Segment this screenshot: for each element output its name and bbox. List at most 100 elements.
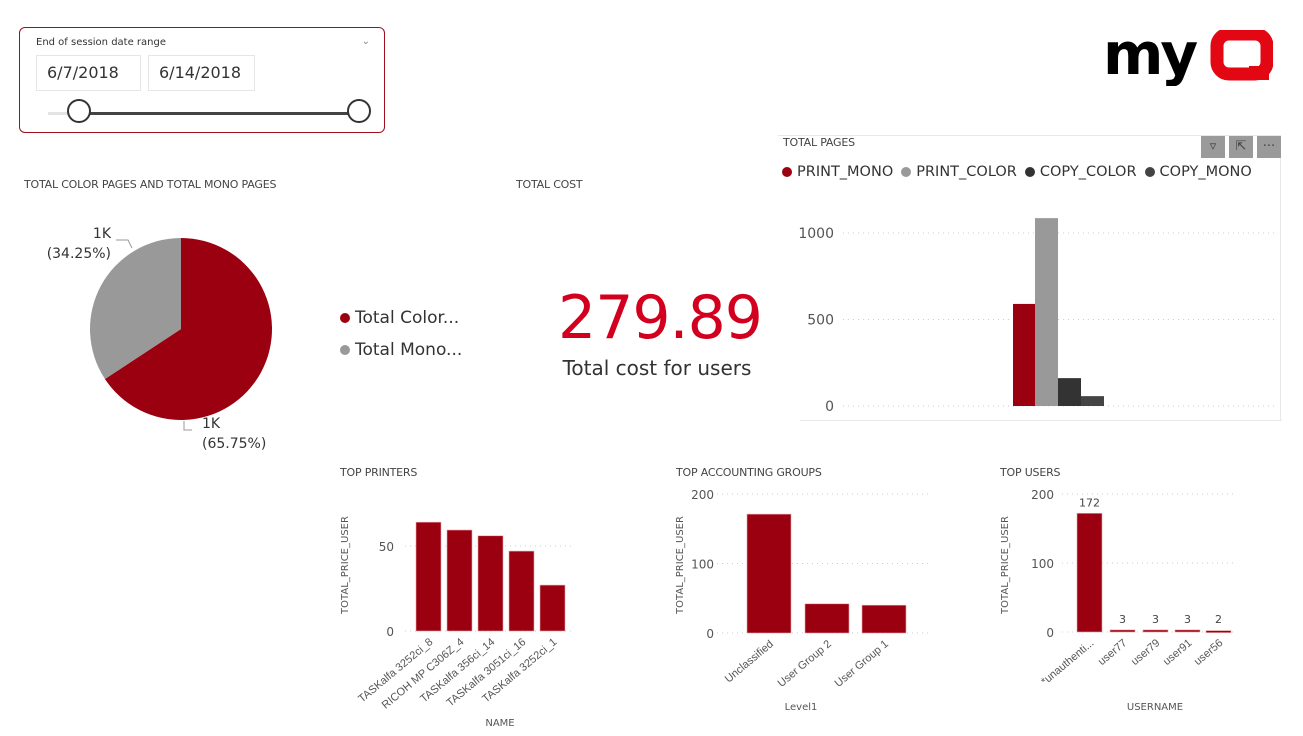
kpi-title: TOTAL COST <box>516 178 583 191</box>
x-tick-label: *unauthenti... <box>1039 637 1096 688</box>
total-cost-value: 279.89 <box>558 283 763 353</box>
y-tick-label: 100 <box>691 558 714 572</box>
start-date-input[interactable]: 6/7/2018 <box>36 55 141 91</box>
bar-copy-mono[interactable] <box>1081 396 1104 406</box>
top-printers-title: TOP PRINTERS <box>340 466 418 479</box>
data-label: 3 <box>1184 613 1191 626</box>
y-tick-label: 200 <box>1031 488 1054 502</box>
legend-item-copy-color[interactable]: COPY_COLOR <box>1024 164 1137 180</box>
date-range-slicer: End of session date range ⌄ 6/7/2018 6/1… <box>19 27 385 133</box>
legend-item-total-color[interactable]: Total Color... <box>340 302 462 334</box>
slider-start-handle[interactable] <box>67 99 91 123</box>
slider-track[interactable] <box>48 112 80 115</box>
bar[interactable] <box>804 603 850 634</box>
x-tick-label: User Group 1 <box>833 638 891 690</box>
pie-data-label: (65.75%) <box>202 436 266 452</box>
x-axis-title: USERNAME <box>1127 702 1183 713</box>
total-pages-title: TOTAL PAGES <box>783 136 855 149</box>
data-label: 3 <box>1152 613 1159 626</box>
bar-print-mono[interactable] <box>1013 303 1036 406</box>
y-tick-label: 100 <box>1031 557 1054 571</box>
x-tick-label: user91 <box>1161 637 1194 668</box>
more-options-icon[interactable]: ··· <box>1257 136 1281 158</box>
legend-label: PRINT_COLOR <box>916 164 1017 180</box>
bar[interactable] <box>1205 630 1232 633</box>
legend-dot <box>782 167 792 177</box>
y-axis-title: TOTAL_PRICE_USER <box>1000 516 1011 615</box>
legend-dot <box>340 345 350 355</box>
y-tick-label: 0 <box>1046 626 1054 640</box>
bar[interactable] <box>477 535 504 632</box>
data-label: 172 <box>1079 496 1100 509</box>
filter-icon[interactable]: ▿ <box>1201 136 1225 158</box>
bar-copy-color[interactable] <box>1058 378 1081 406</box>
y-tick-label: 0 <box>825 399 834 415</box>
x-axis-title: NAME <box>485 718 514 729</box>
slider-range[interactable] <box>80 112 362 115</box>
legend-label: Total Mono... <box>355 340 463 360</box>
pie-data-label: 1K <box>202 416 221 432</box>
bar[interactable] <box>1109 629 1136 633</box>
data-label: 3 <box>1119 613 1126 626</box>
legend-label: COPY_MONO <box>1159 164 1252 180</box>
legend-item-print-mono[interactable]: PRINT_MONO <box>782 164 893 180</box>
y-axis-title: TOTAL_PRICE_USER <box>340 516 351 615</box>
legend-dot <box>340 313 350 323</box>
slicer-title: End of session date range <box>36 37 166 48</box>
bar[interactable] <box>1174 629 1201 633</box>
pie-leader-line <box>116 239 133 249</box>
pie-data-label: (34.25%) <box>47 246 111 262</box>
bar[interactable] <box>446 529 473 632</box>
total-cost-label: Total cost for users <box>562 356 752 380</box>
y-tick-label: 0 <box>706 627 714 641</box>
chevron-down-icon[interactable]: ⌄ <box>361 36 370 47</box>
pie-legend: Total Color... Total Mono... <box>340 302 462 366</box>
legend-label: PRINT_MONO <box>797 164 894 180</box>
bar-print-color[interactable] <box>1035 218 1058 406</box>
legend-item-total-mono[interactable]: Total Mono... <box>340 334 462 366</box>
x-tick-label: user77 <box>1096 637 1129 668</box>
x-tick-label: User Group 2 <box>776 638 834 690</box>
x-tick-label: user79 <box>1129 637 1162 668</box>
frame-divider <box>800 420 1282 421</box>
slider-end-handle[interactable] <box>347 99 371 123</box>
legend-label: Total Color... <box>355 308 460 328</box>
pie-data-label: 1K <box>93 226 112 242</box>
end-date-input[interactable]: 6/14/2018 <box>148 55 255 91</box>
myq-logo: my <box>1103 20 1274 90</box>
legend-item-print-color[interactable]: PRINT_COLOR <box>901 164 1017 180</box>
x-tick-label: user56 <box>1192 637 1225 668</box>
legend-dot <box>1144 167 1155 177</box>
bar[interactable] <box>861 604 907 634</box>
y-tick-label: 1000 <box>798 226 834 242</box>
top-users-title: TOP USERS <box>1000 466 1061 479</box>
bar[interactable] <box>1142 629 1169 633</box>
legend-dot <box>901 167 912 177</box>
x-tick-label: Unclassified <box>723 638 776 685</box>
y-axis-title: TOTAL_PRICE_USER <box>675 516 686 615</box>
legend-label: COPY_COLOR <box>1039 164 1137 180</box>
y-tick-label: 500 <box>807 313 834 329</box>
legend-dot <box>1024 167 1035 177</box>
pie-leader-line <box>183 421 192 431</box>
bar[interactable] <box>539 584 566 632</box>
pie-title: TOTAL COLOR PAGES AND TOTAL MONO PAGES <box>24 178 277 191</box>
top-groups-title: TOP ACCOUNTING GROUPS <box>676 466 822 479</box>
pie-slice[interactable] <box>89 238 181 379</box>
y-tick-label: 50 <box>379 540 394 554</box>
y-tick-label: 200 <box>691 488 714 502</box>
bar[interactable] <box>746 513 792 634</box>
bar[interactable] <box>1076 513 1103 633</box>
x-axis-title: Level1 <box>785 702 818 713</box>
bar[interactable] <box>508 550 535 632</box>
y-tick-label: 0 <box>386 625 394 639</box>
logo-text-my: my <box>1103 30 1197 86</box>
bar[interactable] <box>415 521 442 632</box>
pie-slice[interactable] <box>104 238 272 420</box>
total-pages-legend: PRINT_MONO PRINT_COLOR COPY_COLOR COPY_M… <box>782 164 1252 180</box>
focus-mode-icon[interactable]: ⇱ <box>1229 136 1253 158</box>
total-pages-visual-frame <box>778 135 1281 421</box>
data-label: 2 <box>1215 613 1222 626</box>
legend-item-copy-mono[interactable]: COPY_MONO <box>1144 164 1252 180</box>
